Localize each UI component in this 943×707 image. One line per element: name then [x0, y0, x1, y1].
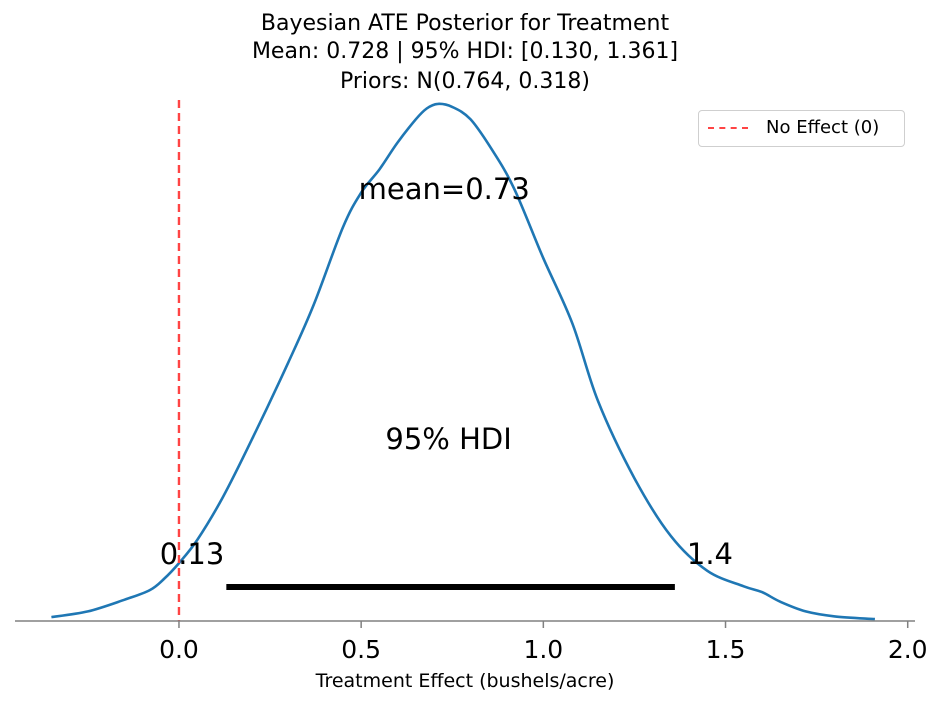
- legend: No Effect (0): [698, 110, 905, 147]
- legend-label-no-effect: No Effect (0): [766, 117, 880, 138]
- hdi-label: 95% HDI: [385, 422, 511, 456]
- chart-title-line-3: Priors: N(0.764, 0.318): [340, 69, 590, 94]
- mean-label: mean=0.73: [359, 172, 530, 206]
- chart-title-line-1: Bayesian ATE Posterior for Treatment: [260, 11, 670, 36]
- x-tick-label: 2.0: [888, 635, 928, 664]
- x-tick-label: 1.5: [706, 635, 746, 664]
- x-axis-label: Treatment Effect (bushels/acre): [315, 670, 615, 692]
- hdi-high-label: 1.4: [687, 537, 733, 571]
- posterior-density-curve: [51, 102, 875, 621]
- chart-title-line-2: Mean: 0.728 | 95% HDI: [0.130, 1.361]: [251, 39, 679, 64]
- x-tick-label: 1.0: [523, 635, 563, 664]
- legend-dashed-line-swatch: [708, 127, 748, 129]
- x-tick-label: 0.5: [341, 635, 381, 664]
- hdi-low-label: 0.13: [160, 537, 225, 571]
- x-tick-label: 0.0: [159, 635, 199, 664]
